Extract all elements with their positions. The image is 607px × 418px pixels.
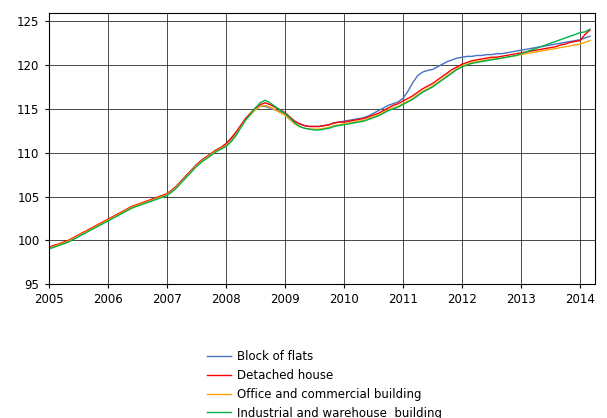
Detached house [586,28,594,33]
Office and commercial building [586,38,594,43]
Office and commercial building [296,124,304,129]
Industrial and warehouse  building [586,27,594,32]
Industrial and warehouse  building [296,124,304,129]
Block of flats [45,245,52,250]
Legend: Block of flats, Detached house, Office and commercial building, Industrial and w: Block of flats, Detached house, Office a… [208,350,442,418]
Detached house [566,40,574,45]
Office and commercial building [360,118,367,123]
Detached house [183,173,190,178]
Detached house [296,121,304,126]
Office and commercial building [183,174,190,179]
Block of flats [566,39,574,44]
Block of flats [246,112,254,117]
Industrial and warehouse  building [246,112,254,117]
Office and commercial building [246,112,254,117]
Detached house [360,116,367,121]
Detached house [168,188,175,193]
Line: Block of flats: Block of flats [49,36,590,247]
Industrial and warehouse  building [168,190,175,195]
Block of flats [168,188,175,193]
Industrial and warehouse  building [183,175,190,180]
Line: Industrial and warehouse  building: Industrial and warehouse building [49,29,590,249]
Industrial and warehouse  building [45,247,52,252]
Block of flats [586,34,594,39]
Line: Detached house: Detached house [49,30,590,247]
Block of flats [360,115,367,120]
Detached house [45,245,52,250]
Industrial and warehouse  building [360,119,367,124]
Line: Office and commercial building: Office and commercial building [49,41,590,248]
Industrial and warehouse  building [566,34,574,39]
Block of flats [296,121,304,126]
Office and commercial building [566,43,574,48]
Office and commercial building [45,246,52,251]
Block of flats [183,173,190,178]
Detached house [246,111,254,116]
Office and commercial building [168,189,175,194]
